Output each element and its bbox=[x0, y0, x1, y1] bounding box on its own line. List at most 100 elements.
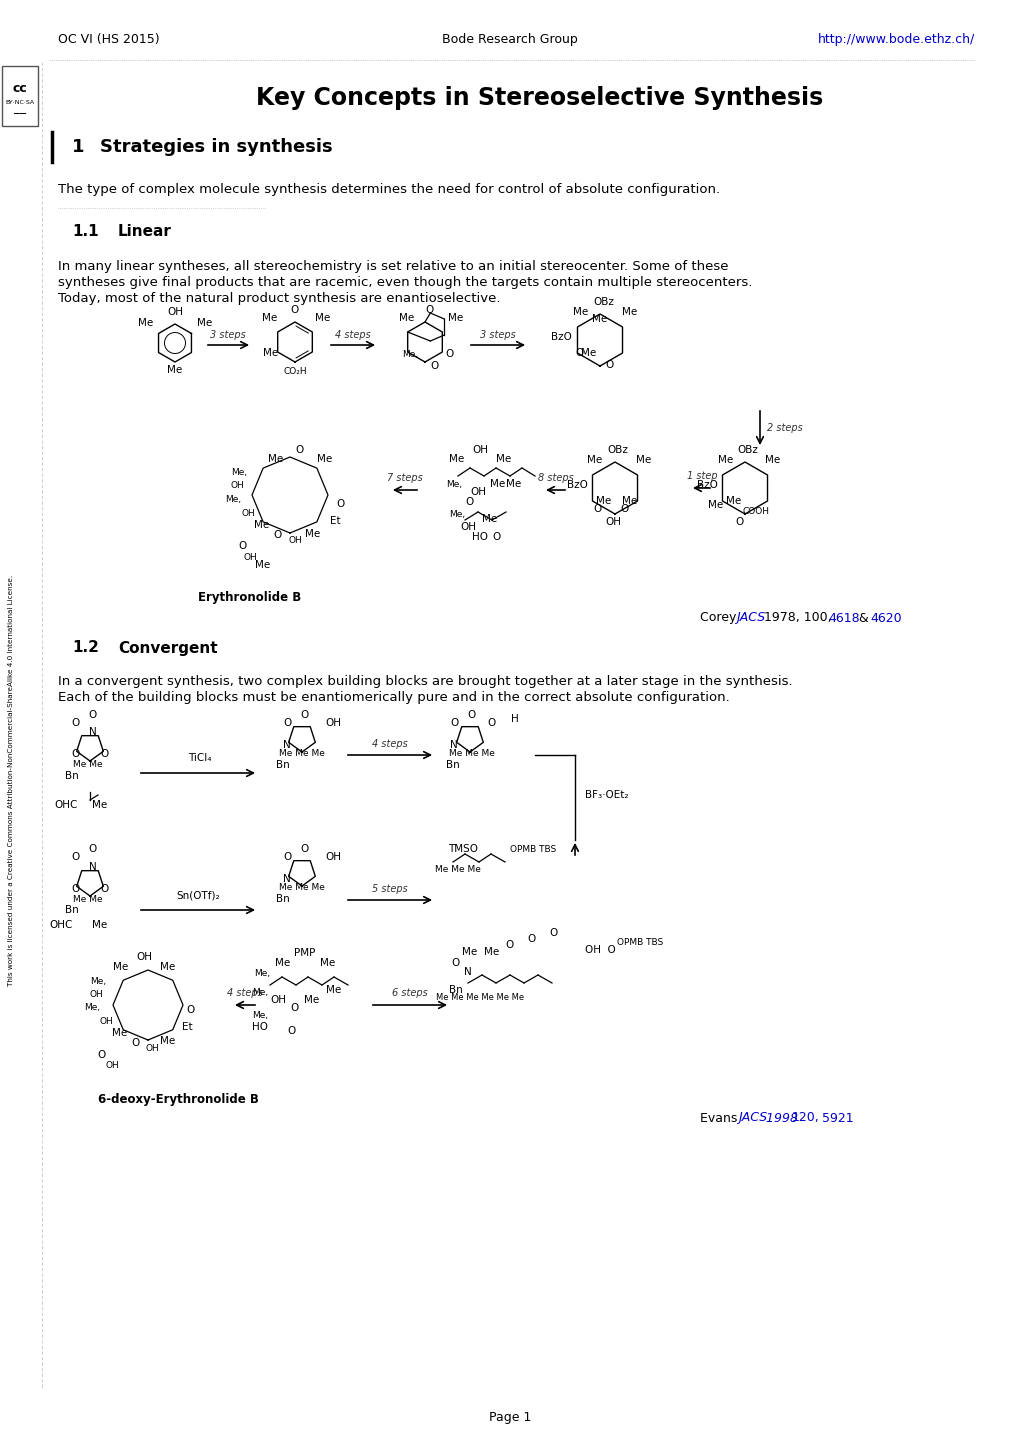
Text: O: O bbox=[89, 844, 97, 854]
Text: Me: Me bbox=[138, 317, 153, 328]
Text: COOH: COOH bbox=[742, 506, 768, 517]
Text: OH: OH bbox=[325, 719, 340, 729]
Text: 1.1: 1.1 bbox=[72, 225, 99, 240]
Text: 6-deoxy-Erythronolide B: 6-deoxy-Erythronolide B bbox=[98, 1094, 259, 1107]
Text: O: O bbox=[283, 851, 291, 861]
Text: OH: OH bbox=[287, 535, 302, 545]
Text: OPMB TBS: OPMB TBS bbox=[616, 938, 662, 947]
Text: Me: Me bbox=[160, 1036, 175, 1046]
Text: O: O bbox=[621, 504, 629, 514]
Text: O: O bbox=[71, 851, 81, 861]
Text: Me: Me bbox=[448, 455, 464, 465]
Text: Me: Me bbox=[764, 455, 780, 465]
Text: In many linear syntheses, all stereochemistry is set relative to an initial ster: In many linear syntheses, all stereochem… bbox=[58, 260, 728, 273]
Text: O: O bbox=[71, 719, 81, 729]
Text: This work is licensed under a Creative Commons Attribution-NonCommercial-ShareAl: This work is licensed under a Creative C… bbox=[8, 574, 14, 986]
Text: HO: HO bbox=[252, 1022, 268, 1032]
Text: O: O bbox=[528, 934, 536, 944]
Text: O: O bbox=[426, 304, 434, 315]
Text: Me: Me bbox=[490, 479, 505, 489]
Text: O: O bbox=[593, 504, 601, 514]
Text: Me,: Me, bbox=[252, 1012, 268, 1020]
Text: 4618: 4618 bbox=[827, 612, 859, 625]
Text: Bn: Bn bbox=[448, 986, 463, 996]
Text: OPMB TBS: OPMB TBS bbox=[510, 846, 555, 854]
Text: Me,: Me, bbox=[84, 1003, 100, 1012]
Text: &: & bbox=[854, 612, 872, 625]
Text: Me: Me bbox=[573, 307, 587, 317]
Text: OBz: OBz bbox=[737, 444, 758, 455]
FancyBboxPatch shape bbox=[2, 66, 38, 126]
Text: Me: Me bbox=[254, 519, 269, 530]
Text: 4 steps: 4 steps bbox=[335, 330, 371, 341]
Text: O: O bbox=[487, 719, 495, 729]
Text: 2 steps: 2 steps bbox=[766, 423, 802, 433]
Text: O: O bbox=[605, 359, 613, 369]
Text: Me: Me bbox=[197, 317, 212, 328]
Text: OH: OH bbox=[240, 509, 255, 518]
Text: Me: Me bbox=[726, 496, 741, 506]
Text: O: O bbox=[89, 710, 97, 720]
Text: 3 steps: 3 steps bbox=[210, 330, 246, 341]
Text: Me: Me bbox=[92, 921, 107, 929]
Text: 3 steps: 3 steps bbox=[480, 330, 516, 341]
Text: Me: Me bbox=[112, 1027, 127, 1038]
Text: O: O bbox=[71, 749, 81, 759]
Text: Et: Et bbox=[330, 517, 340, 527]
Text: OH: OH bbox=[604, 517, 621, 527]
Text: 1978, 100,: 1978, 100, bbox=[759, 612, 835, 625]
Text: Me: Me bbox=[596, 496, 611, 506]
Text: Corey: Corey bbox=[699, 612, 740, 625]
Text: O: O bbox=[450, 719, 459, 729]
Text: Bn: Bn bbox=[276, 760, 289, 771]
Text: Me: Me bbox=[505, 479, 521, 489]
Text: TMSO: TMSO bbox=[447, 844, 478, 854]
Text: Me,: Me, bbox=[252, 988, 268, 997]
Text: OH: OH bbox=[99, 1017, 113, 1026]
Text: OH: OH bbox=[145, 1043, 159, 1053]
Text: In a convergent synthesis, two complex building blocks are brought together at a: In a convergent synthesis, two complex b… bbox=[58, 675, 792, 688]
Text: Convergent: Convergent bbox=[118, 641, 217, 655]
Text: OH: OH bbox=[472, 444, 487, 455]
Text: 1 step: 1 step bbox=[686, 470, 716, 481]
Text: O: O bbox=[296, 444, 304, 455]
Text: 5 steps: 5 steps bbox=[372, 885, 408, 895]
Text: O: O bbox=[287, 1026, 296, 1036]
Text: Et: Et bbox=[181, 1022, 193, 1032]
Text: Me,: Me, bbox=[230, 468, 247, 478]
Text: Bn: Bn bbox=[445, 760, 460, 771]
Text: ━━━━: ━━━━ bbox=[13, 113, 26, 117]
Text: JACS: JACS bbox=[736, 612, 764, 625]
Text: N: N bbox=[89, 727, 97, 737]
Text: Me: Me bbox=[326, 986, 341, 996]
Text: O: O bbox=[735, 517, 744, 527]
Text: 4 steps: 4 steps bbox=[227, 988, 263, 999]
Text: HO: HO bbox=[472, 532, 487, 543]
Text: BzO: BzO bbox=[567, 481, 587, 491]
Text: 6 steps: 6 steps bbox=[391, 988, 427, 999]
Text: BzO: BzO bbox=[696, 481, 717, 491]
Text: O: O bbox=[290, 304, 299, 315]
Text: Me Me Me: Me Me Me bbox=[448, 749, 494, 758]
Text: The type of complex molecule synthesis determines the need for control of absolu: The type of complex molecule synthesis d… bbox=[58, 183, 719, 196]
Text: OBz: OBz bbox=[593, 297, 613, 307]
Text: Me: Me bbox=[263, 348, 278, 358]
Text: O: O bbox=[468, 710, 476, 720]
Text: O: O bbox=[71, 885, 81, 895]
Text: Me Me: Me Me bbox=[73, 760, 103, 769]
Text: Me: Me bbox=[581, 348, 596, 358]
Text: Me: Me bbox=[167, 365, 182, 375]
Text: 4 steps: 4 steps bbox=[372, 739, 408, 749]
Text: Me,: Me, bbox=[254, 970, 270, 978]
Text: Bn: Bn bbox=[65, 905, 78, 915]
Text: O: O bbox=[576, 348, 584, 358]
Text: Me: Me bbox=[160, 962, 175, 973]
Text: Each of the building blocks must be enantiomerically pure and in the correct abs: Each of the building blocks must be enan… bbox=[58, 691, 729, 704]
Text: Today, most of the natural product synthesis are enantioselective.: Today, most of the natural product synth… bbox=[58, 291, 500, 304]
Text: 1: 1 bbox=[72, 139, 85, 156]
Text: O: O bbox=[335, 499, 344, 509]
Text: N: N bbox=[464, 967, 472, 977]
Text: Evans: Evans bbox=[699, 1111, 741, 1124]
Text: Me: Me bbox=[447, 313, 463, 323]
Text: Me,: Me, bbox=[448, 509, 465, 519]
